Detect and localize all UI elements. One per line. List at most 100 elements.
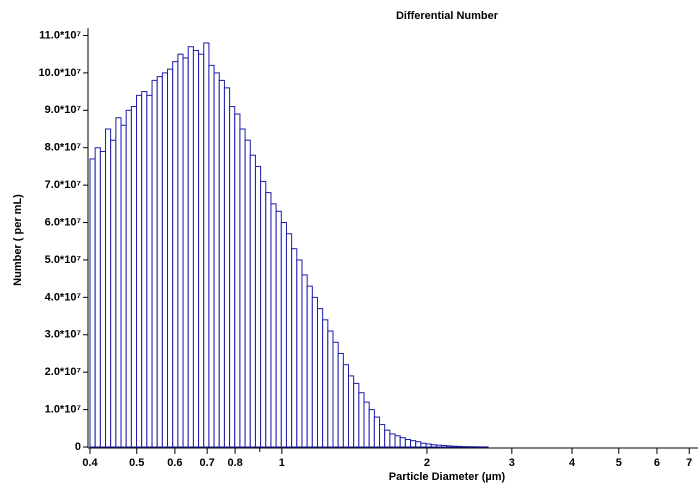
y-tick-label: 6.0*10⁷ [45, 216, 82, 228]
bar [316, 308, 324, 448]
bar [456, 445, 463, 448]
bar [441, 445, 448, 448]
bar [425, 443, 432, 448]
bar [192, 49, 200, 448]
bar [110, 139, 117, 448]
x-tick-label: 0.4 [82, 457, 98, 469]
bar [379, 424, 386, 448]
bar [182, 57, 189, 448]
bar [151, 79, 158, 448]
bar [270, 203, 277, 448]
x-tick-label: 0.8 [227, 457, 242, 469]
bar [353, 382, 360, 448]
bar [203, 42, 210, 448]
bar [136, 94, 143, 448]
bar [213, 72, 220, 448]
bar [156, 76, 163, 448]
bar [358, 392, 365, 448]
y-tick-label: 11.0*10⁷ [39, 29, 81, 41]
bar [94, 147, 101, 448]
bar [368, 409, 375, 448]
bar [177, 53, 184, 448]
bar [172, 61, 179, 448]
bar [99, 150, 107, 448]
bar [198, 53, 205, 448]
bar [301, 274, 308, 448]
bar [384, 429, 391, 448]
bar [348, 375, 355, 448]
bar [420, 442, 427, 448]
y-tick-label: 3.0*10⁷ [45, 329, 82, 341]
bar [415, 441, 422, 448]
y-tick-label: 0 [75, 441, 81, 453]
bar [435, 444, 443, 448]
bar [208, 64, 215, 448]
bar [105, 128, 112, 448]
y-tick-label: 5.0*10⁷ [45, 254, 82, 266]
bar [161, 72, 169, 448]
bar [311, 296, 318, 448]
x-tick-label: 0.7 [200, 457, 215, 469]
y-tick-label: 9.0*10⁷ [45, 104, 82, 116]
bar [130, 106, 138, 448]
y-tick-label: 7.0*10⁷ [45, 179, 82, 191]
x-tick-label: 4 [569, 457, 576, 469]
bar [430, 444, 437, 448]
bar [234, 113, 241, 448]
bar [373, 416, 381, 448]
bar [239, 128, 246, 448]
x-tick-label: 2 [424, 457, 430, 469]
bar [404, 439, 412, 448]
bar [451, 445, 458, 448]
bar [120, 124, 127, 448]
bar [187, 46, 194, 448]
bar [244, 139, 251, 448]
bar [254, 165, 262, 448]
bar [249, 154, 256, 448]
bar [394, 435, 401, 448]
y-tick-label: 4.0*10⁷ [45, 291, 82, 303]
y-tick-label: 8.0*10⁷ [45, 142, 82, 154]
bar [446, 445, 453, 448]
y-axis-label: Number ( per mL) [12, 194, 24, 286]
bar [306, 285, 313, 448]
bar [89, 158, 96, 448]
bar [223, 87, 231, 448]
bar [218, 79, 225, 448]
x-tick-label: 0.5 [129, 457, 144, 469]
bar [265, 192, 272, 448]
chart-title: Differential Number [396, 10, 499, 22]
bar [229, 106, 236, 448]
bar [399, 437, 406, 448]
bar [322, 319, 329, 448]
bar [410, 440, 417, 448]
bar [389, 433, 396, 448]
bar [167, 68, 174, 448]
x-tick-label: 7 [686, 457, 692, 469]
x-tick-label: 1 [279, 457, 285, 469]
bar [327, 330, 334, 448]
x-axis-label: Particle Diameter (µm) [389, 471, 506, 483]
bar [285, 233, 293, 448]
x-tick-label: 3 [509, 457, 515, 469]
bar [115, 117, 122, 448]
bar [141, 91, 148, 448]
y-tick-label: 2.0*10⁷ [45, 366, 82, 378]
x-tick-label: 0.6 [167, 457, 182, 469]
bar [125, 109, 132, 448]
bar [291, 248, 298, 448]
bar [296, 259, 303, 448]
x-tick-label: 6 [654, 457, 660, 469]
y-tick-label: 1.0*10⁷ [45, 403, 82, 415]
x-tick-label: 5 [616, 457, 622, 469]
bar [363, 401, 370, 448]
bar [275, 210, 282, 448]
bar [146, 94, 153, 448]
y-tick-label: 10.0*10⁷ [39, 67, 82, 79]
bar [260, 180, 267, 448]
bar [332, 341, 339, 448]
bar [342, 364, 350, 448]
bar [280, 222, 287, 448]
bar [337, 352, 344, 448]
